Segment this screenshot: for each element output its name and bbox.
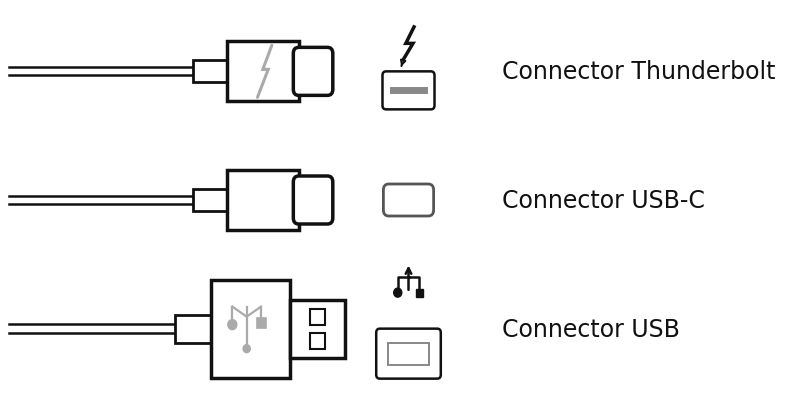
Bar [310,309,325,325]
Text: Connector Thunderbolt: Connector Thunderbolt [502,60,776,84]
Bar [211,280,289,378]
Bar [227,170,299,231]
Bar [289,300,345,358]
Bar [256,318,265,328]
Circle shape [393,288,401,298]
FancyBboxPatch shape [376,329,441,379]
FancyBboxPatch shape [383,72,434,110]
Circle shape [243,345,251,353]
FancyBboxPatch shape [293,176,333,225]
Text: Connector USB-C: Connector USB-C [502,188,705,213]
Bar [310,333,325,349]
Circle shape [228,320,237,330]
Bar [416,289,423,297]
Bar [193,190,227,211]
Text: Connector USB: Connector USB [502,317,680,341]
FancyBboxPatch shape [384,184,434,217]
Bar [175,315,211,343]
Bar [227,42,299,102]
Bar [193,61,227,83]
Bar [388,343,429,365]
FancyBboxPatch shape [293,48,333,96]
